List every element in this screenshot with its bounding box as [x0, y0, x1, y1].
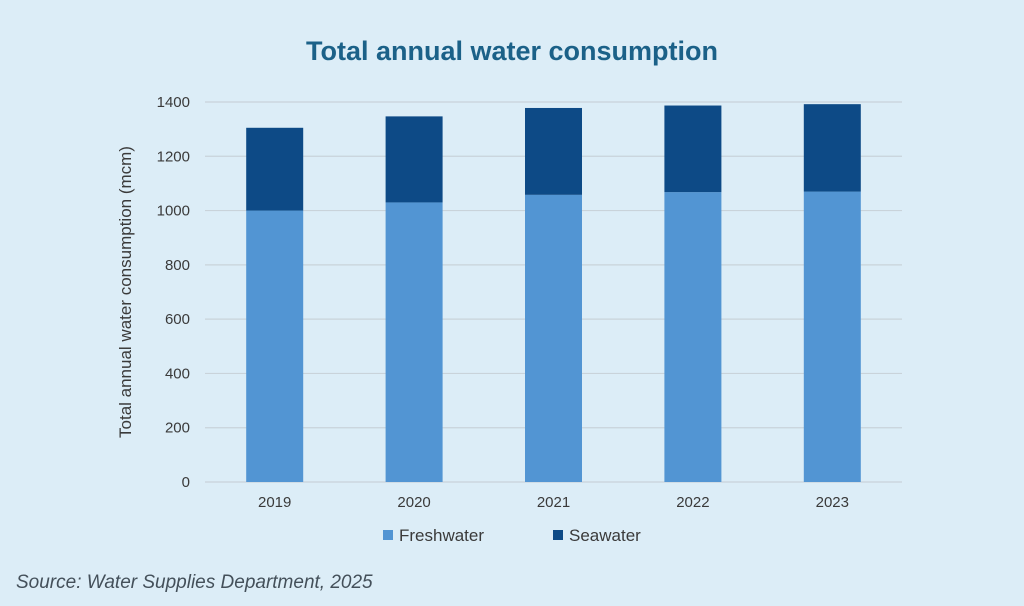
x-tick-label: 2019	[258, 494, 291, 511]
source-note: Source: Water Supplies Department, 2025	[16, 572, 373, 593]
y-axis-tick-labels: 0 200 400 600 800 1000 1200 1400	[157, 94, 190, 491]
legend-swatch-freshwater	[383, 530, 393, 540]
legend-swatch-seawater	[553, 530, 563, 540]
chart-title: Total annual water consumption	[305, 36, 719, 66]
bar-freshwater-2022	[664, 192, 722, 482]
y-tick-label: 1400	[157, 94, 190, 111]
x-tick-label: 2020	[397, 494, 430, 511]
y-tick-label: 800	[165, 257, 190, 274]
bar-seawater-2019	[246, 127, 304, 211]
bar-seawater-2022	[664, 105, 722, 193]
bar-freshwater-2021	[525, 194, 582, 483]
y-axis-label: Total annual water consumption (mcm)	[116, 146, 135, 438]
x-tick-label: 2023	[816, 494, 849, 511]
bars	[246, 104, 861, 483]
bar-freshwater-2023	[803, 191, 861, 483]
bar-freshwater-2019	[246, 210, 304, 483]
y-tick-label: 200	[165, 420, 190, 437]
bar-freshwater-2020	[385, 202, 443, 482]
legend-label-freshwater: Freshwater	[399, 526, 484, 545]
x-tick-label: 2021	[537, 494, 570, 511]
bar-seawater-2020	[385, 116, 443, 203]
bar-seawater-2021	[525, 107, 582, 195]
x-tick-label: 2022	[676, 494, 709, 511]
x-axis-tick-labels: 2019 2020 2021 2022 2023	[258, 494, 849, 511]
y-tick-label: 1000	[157, 203, 190, 220]
legend: Freshwater Seawater	[383, 526, 641, 545]
y-tick-label: 1200	[157, 148, 190, 165]
y-tick-label: 0	[182, 474, 190, 491]
legend-label-seawater: Seawater	[569, 526, 641, 545]
bar-seawater-2023	[803, 104, 861, 192]
y-tick-label: 600	[165, 311, 190, 328]
y-tick-label: 400	[165, 365, 190, 382]
